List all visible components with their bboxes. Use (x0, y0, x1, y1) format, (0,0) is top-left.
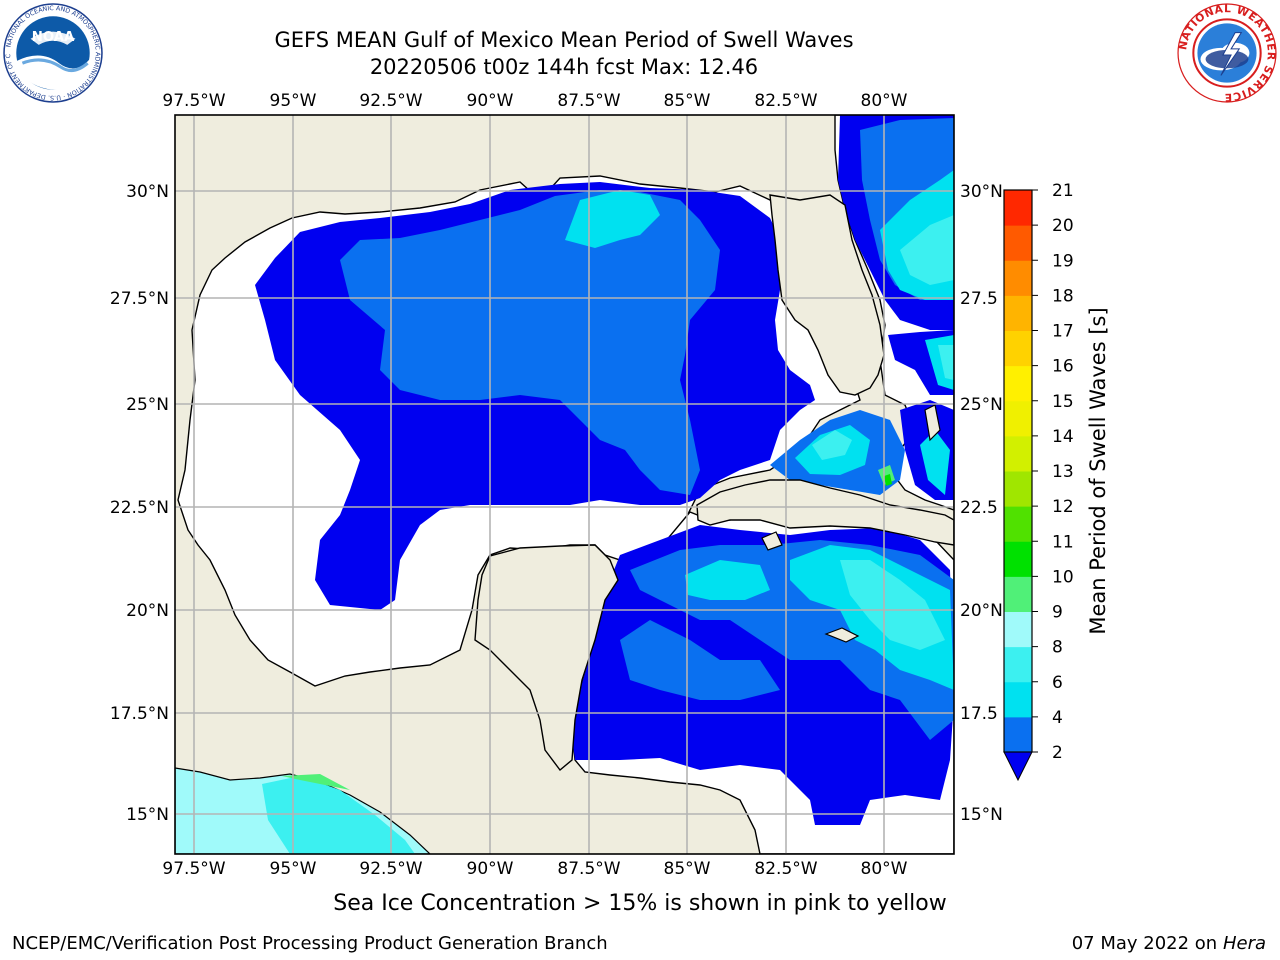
lon-label-bottom: 95°W (270, 859, 317, 879)
colorbar-segment (1004, 541, 1032, 577)
lat-label-right: 30°N (960, 182, 1003, 202)
colorbar-segment (1004, 576, 1032, 612)
colorbar-tick-label: 13 (1052, 462, 1074, 482)
lon-label-bottom: 90°W (467, 859, 514, 879)
lat-label-left: 27.5°N (110, 289, 169, 309)
colorbar-segment (1004, 330, 1032, 367)
colorbar-tick-label: 10 (1052, 567, 1074, 587)
colorbar-tick-label: 18 (1052, 286, 1074, 306)
colorbar-tick-label: 8 (1052, 638, 1063, 658)
cuba-land (696, 479, 954, 546)
lat-label-right: 20°N (960, 601, 1003, 621)
colorbar-label: Mean Period of Swell Waves [s] (1086, 307, 1110, 634)
jamaica-land (824, 627, 860, 643)
colorbar-extend (1003, 751, 1033, 782)
nws-logo-icon: NATIONAL WEATHER SERVICE (1176, 2, 1277, 104)
title-line-2: 20220506 t00z 144h fcst Max: 12.46 (369, 55, 759, 79)
colorbar: 2 4 6 8 9 10 11 12 13 14 15 16 17 18 19 20 21 (1003, 181, 1074, 782)
colorbar-segment (1004, 681, 1032, 718)
colorbar-tick-label: 11 (1052, 532, 1074, 552)
pacific-green-band (282, 774, 350, 790)
title-line-1: GEFS MEAN Gulf of Mexico Mean Period of … (274, 28, 854, 52)
lat-label-left: 30°N (126, 182, 169, 202)
lon-label-top: 87.5°W (557, 91, 620, 111)
lon-label-top: 80°W (861, 91, 908, 111)
straits-swell-field (770, 400, 954, 500)
colorbar-tick-label: 15 (1052, 392, 1074, 412)
lon-label-bottom: 82.5°W (754, 859, 817, 879)
colorbar-tick-label: 9 (1052, 603, 1063, 623)
lat-label-left: 15°N (126, 805, 169, 825)
colorbar-tick-label: 14 (1052, 427, 1074, 447)
yucatan-land (474, 544, 619, 772)
host-name: Hera (1222, 933, 1266, 954)
lon-label-top: 85°W (664, 91, 711, 111)
lat-label-right: 25°N (960, 395, 1003, 415)
credit-text: NCEP/EMC/Verification Post Processing Pr… (12, 933, 608, 954)
colorbar-tick-label: 17 (1052, 322, 1074, 342)
lon-label-top: 90°W (467, 91, 514, 111)
lon-label-top: 82.5°W (754, 91, 817, 111)
lon-label-bottom: 87.5°W (557, 859, 620, 879)
lat-label-right: 22.5 (960, 498, 998, 518)
lat-label-left: 22.5°N (110, 498, 169, 518)
noaa-logo-icon: NOAA NATIONAL OCEANIC AND ATMOSPHERIC AD… (2, 2, 103, 103)
lon-label-top: 95°W (270, 91, 317, 111)
colorbar-segment (1004, 190, 1032, 226)
colorbar-segment (1004, 506, 1032, 542)
lon-label-top: 97.5°W (162, 91, 225, 111)
colorbar-segment (1004, 225, 1032, 261)
lat-label-left: 25°N (126, 395, 169, 415)
noaa-logo-text: NOAA (32, 30, 75, 45)
colorbar-tick-label: 21 (1052, 181, 1074, 201)
colorbar-segment (1004, 646, 1032, 683)
colorbar-segment (1004, 400, 1032, 437)
lat-label-right: 17.5 (960, 704, 998, 724)
lon-label-bottom: 80°W (861, 859, 908, 879)
colorbar-tick-label: 12 (1052, 497, 1074, 517)
lon-label-bottom: 85°W (664, 859, 711, 879)
graticule (175, 115, 954, 854)
date-value: 07 May 2022 on (1071, 933, 1218, 954)
colorbar-segment (1004, 260, 1032, 296)
colorbar-segment (1004, 365, 1032, 402)
map-frame (174, 114, 955, 855)
sea-ice-note: Sea Ice Concentration > 15% is shown in … (333, 891, 947, 916)
colorbar-tick-label: 20 (1052, 216, 1074, 236)
colorbar-tick-label: 6 (1052, 673, 1063, 693)
florida-land (769, 194, 885, 396)
caribbean-swell-field (570, 525, 954, 825)
colorbar-segment (1004, 716, 1032, 753)
colorbar-tick-label: 19 (1052, 251, 1074, 271)
pacific-swell-band (262, 776, 415, 854)
lon-label-bottom: 97.5°W (162, 859, 225, 879)
lat-label-left: 17.5°N (110, 704, 169, 724)
gulf-swell-field (255, 182, 815, 610)
lon-label-top: 92.5°W (359, 91, 422, 111)
colorbar-segment (1004, 611, 1032, 648)
lat-label-right: 15°N (960, 805, 1003, 825)
date-text: 07 May 2022 on Hera (1072, 933, 1266, 954)
colorbar-segment (1004, 295, 1032, 331)
colorbar-tick-label: 4 (1052, 708, 1063, 728)
colorbar-tick-label: 16 (1052, 357, 1074, 377)
colorbar-tick-label: 2 (1052, 743, 1063, 763)
lat-label-right: 27.5 (960, 289, 998, 309)
isle-of-youth (761, 531, 783, 551)
lat-label-left: 20°N (126, 601, 169, 621)
lon-label-bottom: 92.5°W (359, 859, 422, 879)
colorbar-segment (1004, 435, 1032, 472)
bahamas-land (924, 404, 941, 442)
colorbar-segment (1004, 471, 1032, 507)
